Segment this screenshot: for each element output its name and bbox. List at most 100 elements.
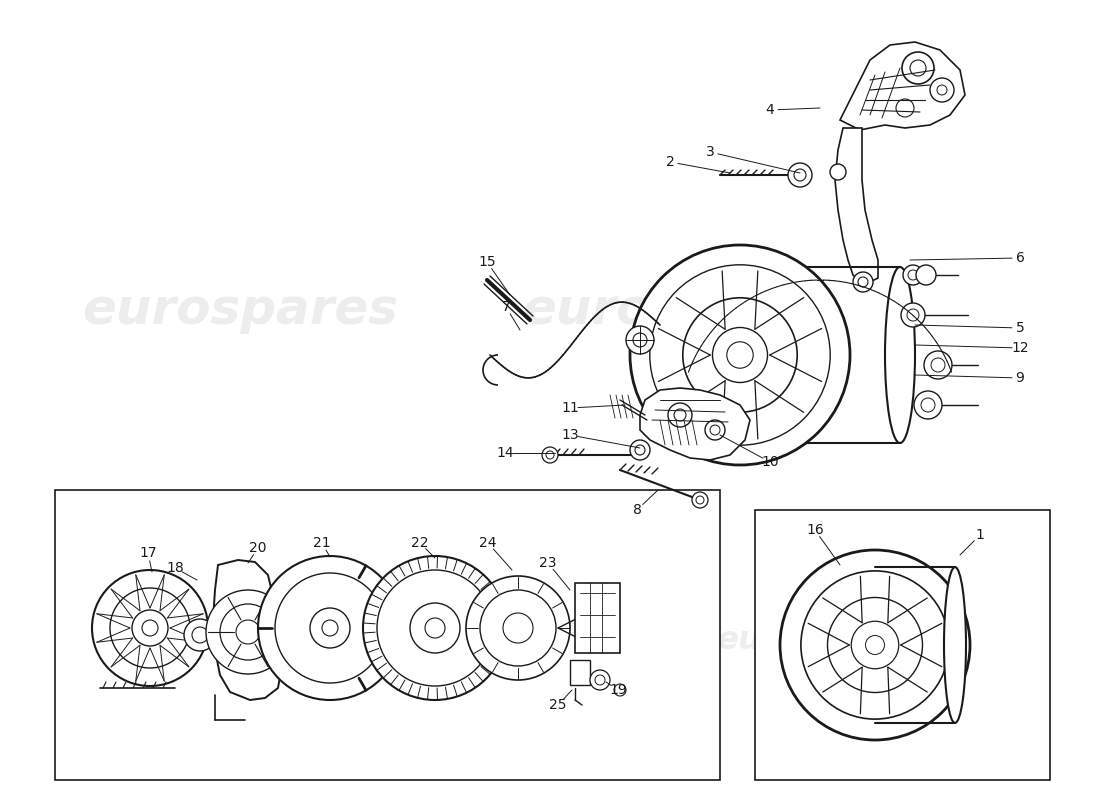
Circle shape: [236, 620, 260, 644]
Circle shape: [92, 570, 208, 686]
Circle shape: [683, 298, 798, 412]
Circle shape: [858, 277, 868, 287]
Circle shape: [632, 333, 647, 347]
Circle shape: [901, 303, 925, 327]
Circle shape: [310, 608, 350, 648]
Circle shape: [363, 556, 507, 700]
Circle shape: [184, 619, 216, 651]
Text: 11: 11: [561, 401, 579, 415]
Text: 8: 8: [632, 503, 641, 517]
Circle shape: [866, 635, 884, 654]
Circle shape: [668, 403, 692, 427]
Circle shape: [903, 265, 923, 285]
Circle shape: [590, 670, 610, 690]
Circle shape: [851, 622, 899, 669]
Circle shape: [546, 451, 554, 459]
Text: 7: 7: [502, 300, 510, 314]
Text: 25: 25: [549, 698, 566, 712]
Text: 4: 4: [766, 103, 774, 117]
Text: eurospares: eurospares: [82, 286, 398, 334]
Text: 12: 12: [1011, 341, 1028, 355]
Circle shape: [727, 342, 754, 368]
Polygon shape: [213, 560, 282, 700]
Text: 16: 16: [806, 523, 824, 537]
Circle shape: [635, 445, 645, 455]
Text: 19: 19: [609, 683, 627, 697]
Circle shape: [780, 550, 970, 740]
Circle shape: [542, 447, 558, 463]
Circle shape: [914, 391, 942, 419]
Circle shape: [930, 78, 954, 102]
Circle shape: [220, 604, 276, 660]
Text: 9: 9: [1015, 371, 1024, 385]
Text: 20: 20: [250, 541, 266, 555]
Circle shape: [595, 675, 605, 685]
Circle shape: [908, 309, 918, 321]
Text: 22: 22: [411, 536, 429, 550]
Bar: [55, 490, 720, 780]
Circle shape: [788, 163, 812, 187]
Text: 10: 10: [761, 455, 779, 469]
Ellipse shape: [886, 267, 915, 443]
Circle shape: [916, 265, 936, 285]
Circle shape: [902, 52, 934, 84]
Circle shape: [713, 327, 768, 382]
Circle shape: [132, 610, 168, 646]
Circle shape: [910, 60, 926, 76]
Text: 5: 5: [1015, 321, 1024, 335]
Circle shape: [931, 358, 945, 372]
Text: 6: 6: [1015, 251, 1024, 265]
Circle shape: [827, 598, 923, 693]
Circle shape: [692, 492, 708, 508]
Circle shape: [896, 99, 914, 117]
Polygon shape: [640, 388, 750, 460]
Text: 21: 21: [314, 536, 331, 550]
Circle shape: [410, 603, 460, 653]
Circle shape: [614, 684, 626, 696]
Circle shape: [377, 570, 493, 686]
Circle shape: [937, 85, 947, 95]
Circle shape: [110, 588, 190, 668]
Circle shape: [275, 573, 385, 683]
Polygon shape: [840, 42, 965, 130]
Circle shape: [710, 425, 720, 435]
Circle shape: [924, 351, 952, 379]
Text: 14: 14: [496, 446, 514, 460]
Circle shape: [480, 590, 556, 666]
Circle shape: [630, 245, 850, 465]
Polygon shape: [570, 660, 590, 685]
Ellipse shape: [944, 567, 966, 723]
Text: eurospares: eurospares: [522, 286, 838, 334]
Circle shape: [921, 398, 935, 412]
Circle shape: [322, 620, 338, 636]
Text: 18: 18: [166, 561, 184, 575]
Circle shape: [650, 265, 830, 445]
Circle shape: [674, 409, 686, 421]
Text: 24: 24: [480, 536, 497, 550]
Circle shape: [258, 556, 402, 700]
Text: 23: 23: [539, 556, 557, 570]
Text: eurospares: eurospares: [218, 625, 422, 655]
Text: 2: 2: [666, 155, 674, 169]
Circle shape: [206, 590, 290, 674]
Circle shape: [466, 576, 570, 680]
Circle shape: [696, 496, 704, 504]
Text: 3: 3: [705, 145, 714, 159]
Bar: [755, 510, 1050, 780]
Circle shape: [142, 620, 158, 636]
Text: 17: 17: [140, 546, 157, 560]
Circle shape: [705, 420, 725, 440]
Circle shape: [830, 164, 846, 180]
Polygon shape: [575, 583, 620, 653]
Circle shape: [794, 169, 806, 181]
Circle shape: [801, 571, 949, 719]
Circle shape: [852, 272, 873, 292]
Polygon shape: [835, 128, 878, 282]
Circle shape: [630, 440, 650, 460]
Text: 15: 15: [478, 255, 496, 269]
Text: eurospares: eurospares: [717, 625, 923, 655]
Text: 1: 1: [976, 528, 984, 542]
Circle shape: [626, 326, 654, 354]
Circle shape: [425, 618, 446, 638]
Circle shape: [908, 270, 918, 280]
